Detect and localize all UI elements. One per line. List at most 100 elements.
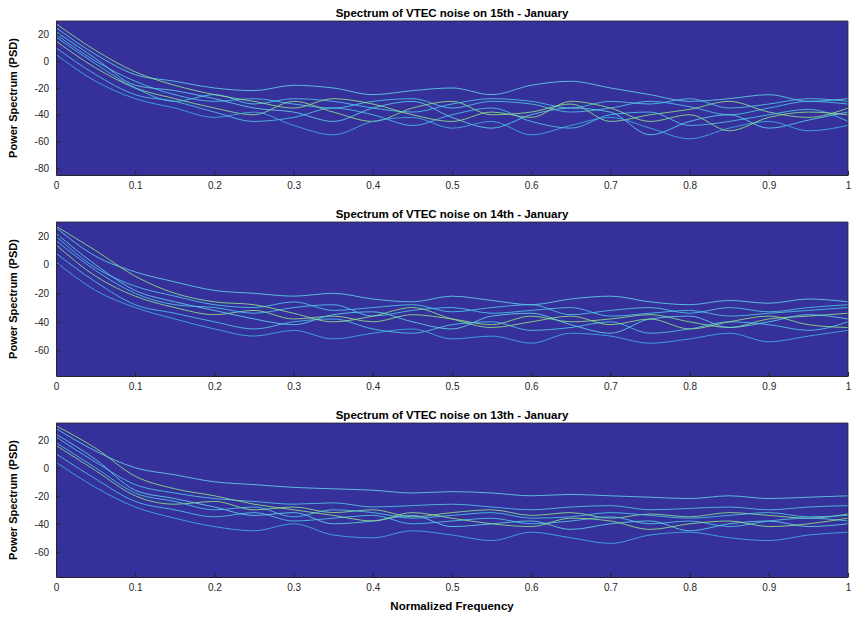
x-tick-mark bbox=[214, 171, 215, 175]
spectrum-line bbox=[56, 443, 848, 519]
spectrum-line bbox=[56, 34, 848, 114]
y-tick-mark bbox=[56, 168, 60, 169]
x-tick-label: 0.4 bbox=[366, 381, 380, 392]
panel: 00.10.20.30.40.50.60.70.80.91-80-60-40-2… bbox=[7, 7, 852, 191]
x-tick: 0.9 bbox=[762, 171, 776, 191]
x-tick: 0.2 bbox=[208, 171, 222, 191]
x-tick: 0.8 bbox=[683, 372, 697, 392]
x-tick-mark bbox=[769, 171, 770, 175]
spectrum-line bbox=[56, 262, 848, 343]
lines bbox=[56, 24, 848, 139]
x-tick-mark bbox=[690, 171, 691, 175]
x-tick-mark bbox=[531, 573, 532, 577]
x-tick-label: 0.2 bbox=[208, 180, 222, 191]
y-tick-mark bbox=[56, 322, 60, 323]
y-tick: -60 bbox=[35, 345, 60, 356]
spectrum-line bbox=[56, 37, 848, 112]
x-tick-label: 0.5 bbox=[446, 381, 460, 392]
spectrum-line bbox=[56, 426, 848, 530]
y-tick-label: -60 bbox=[35, 547, 50, 558]
x-axis: 00.10.20.30.40.50.60.70.80.91 bbox=[54, 573, 852, 593]
y-tick: -20 bbox=[35, 288, 60, 299]
spectrum-line bbox=[56, 54, 848, 138]
x-axis: 00.10.20.30.40.50.60.70.80.91 bbox=[54, 372, 852, 392]
x-tick-mark bbox=[135, 171, 136, 175]
y-tick-label: 20 bbox=[38, 29, 50, 40]
x-tick: 0.9 bbox=[762, 372, 776, 392]
spectrum-line bbox=[56, 241, 848, 317]
panel: 00.10.20.30.40.50.60.70.80.91-60-40-2002… bbox=[7, 409, 852, 612]
y-tick: -20 bbox=[35, 83, 60, 94]
x-tick-mark bbox=[610, 171, 611, 175]
frame bbox=[848, 21, 849, 175]
spectrum-line bbox=[56, 48, 848, 128]
y-tick-label: -60 bbox=[35, 136, 50, 147]
x-tick: 0.3 bbox=[287, 171, 301, 191]
y-tick-mark bbox=[56, 552, 60, 553]
frame bbox=[56, 21, 848, 22]
x-tick-mark bbox=[135, 573, 136, 577]
x-tick: 0.5 bbox=[446, 573, 460, 593]
y-tick: -40 bbox=[35, 109, 60, 120]
x-tick: 0.7 bbox=[604, 171, 618, 191]
y-tick: -20 bbox=[35, 491, 60, 502]
x-tick-mark bbox=[373, 171, 374, 175]
y-tick-mark bbox=[56, 88, 60, 89]
x-tick-label: 0.2 bbox=[208, 381, 222, 392]
x-tick: 0.4 bbox=[366, 573, 380, 593]
x-tick-mark bbox=[848, 171, 849, 175]
spectrum-line bbox=[56, 434, 848, 531]
x-tick-mark bbox=[690, 573, 691, 577]
y-tick-label: 0 bbox=[43, 463, 49, 474]
x-tick-label: 0.8 bbox=[683, 381, 697, 392]
x-tick: 1 bbox=[846, 171, 852, 191]
x-tick-mark bbox=[294, 171, 295, 175]
plot-background bbox=[56, 423, 848, 577]
y-tick: -60 bbox=[35, 547, 60, 558]
y-tick: 0 bbox=[43, 259, 60, 270]
spectrum-line bbox=[56, 233, 848, 333]
y-axis-line bbox=[56, 22, 57, 176]
x-tick-label: 1 bbox=[846, 582, 852, 593]
x-tick-mark bbox=[531, 171, 532, 175]
y-tick-mark bbox=[56, 440, 60, 441]
x-tick-mark bbox=[452, 171, 453, 175]
y-tick: -40 bbox=[35, 317, 60, 328]
plot-background bbox=[56, 222, 848, 376]
lines bbox=[56, 226, 848, 343]
x-tick-label: 0.9 bbox=[762, 582, 776, 593]
spectrum-line bbox=[56, 245, 848, 328]
x-tick: 0.3 bbox=[287, 372, 301, 392]
x-tick-mark bbox=[373, 573, 374, 577]
x-tick-mark bbox=[769, 573, 770, 577]
x-tick-mark bbox=[690, 372, 691, 376]
y-tick-label: -40 bbox=[35, 519, 50, 530]
x-tick: 0.7 bbox=[604, 573, 618, 593]
y-axis-line bbox=[56, 223, 57, 377]
spectrum-line bbox=[56, 236, 848, 314]
y-tick-mark bbox=[56, 61, 60, 62]
x-tick-mark bbox=[610, 372, 611, 376]
y-axis-title: Power Spectrum (PSD) bbox=[7, 38, 19, 158]
y-tick-label: -80 bbox=[35, 163, 50, 174]
x-axis: 00.10.20.30.40.50.60.70.80.91 bbox=[54, 171, 852, 191]
x-tick-label: 0.6 bbox=[525, 381, 539, 392]
y-axis: -80-60-40-20020 bbox=[35, 22, 60, 176]
frame bbox=[848, 423, 849, 577]
x-tick-label: 0.1 bbox=[129, 180, 143, 191]
x-tick-label: 0.5 bbox=[446, 582, 460, 593]
x-tick: 0.1 bbox=[129, 372, 143, 392]
y-tick-label: -40 bbox=[35, 109, 50, 120]
x-tick-mark bbox=[769, 372, 770, 376]
y-tick-mark bbox=[56, 293, 60, 294]
y-tick-mark bbox=[56, 265, 60, 266]
y-axis-title: Power Spectrum (PSD) bbox=[7, 239, 19, 359]
x-tick-mark bbox=[373, 372, 374, 376]
x-axis-title: Normalized Frequency bbox=[390, 600, 514, 612]
x-tick-mark bbox=[135, 372, 136, 376]
x-tick-mark bbox=[610, 573, 611, 577]
x-tick-label: 0 bbox=[54, 381, 60, 392]
x-tick: 0.5 bbox=[446, 372, 460, 392]
y-tick-label: 0 bbox=[43, 259, 49, 270]
y-tick-label: 20 bbox=[38, 231, 50, 242]
